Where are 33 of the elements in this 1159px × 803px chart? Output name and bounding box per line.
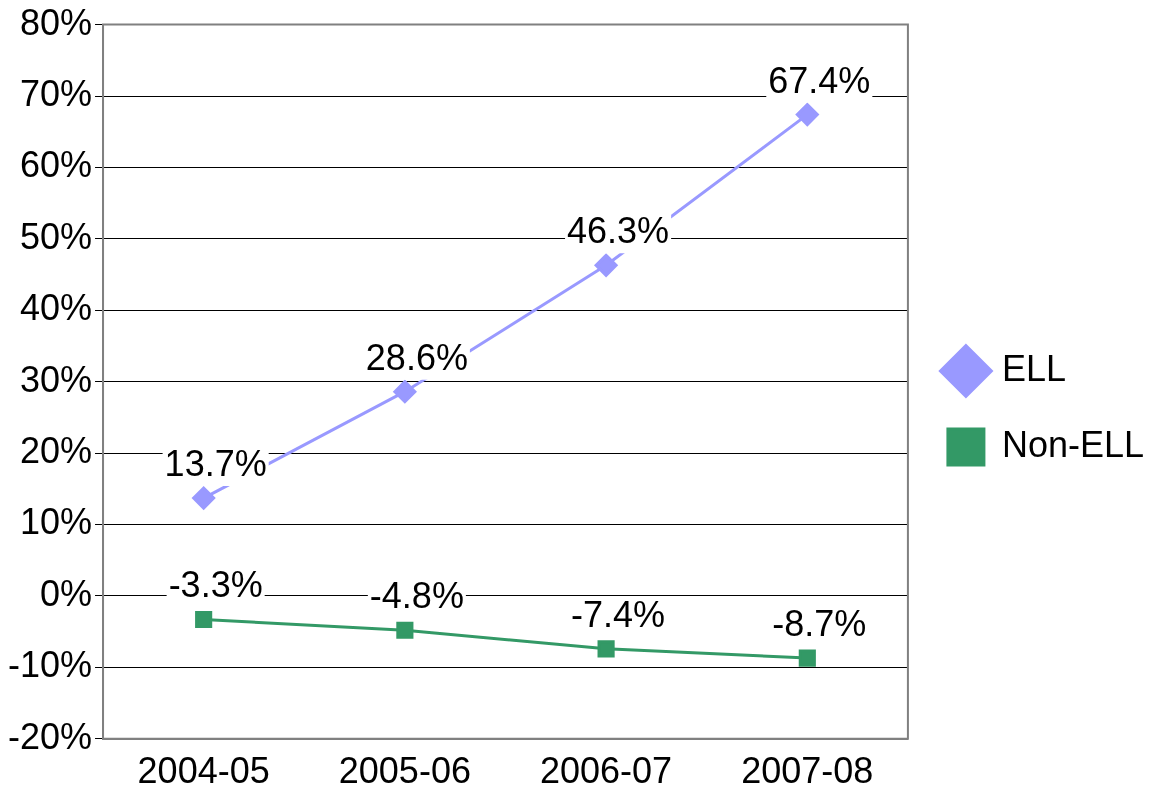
point <box>798 649 816 667</box>
point <box>795 103 819 127</box>
x-tick-label: 2005-06 <box>338 750 471 792</box>
point <box>594 253 618 277</box>
y-tick-label: 70% <box>19 72 93 114</box>
y-tick-label: 0% <box>40 572 93 614</box>
point <box>597 640 615 658</box>
legend-label: Non-ELL <box>1001 423 1145 465</box>
data-label: 28.6% <box>365 336 468 378</box>
y-tick-label: 60% <box>19 144 93 186</box>
x-tick-label: 2004-05 <box>137 750 270 792</box>
y-tick-label: 80% <box>19 1 93 43</box>
y-tick-label: 20% <box>19 430 93 472</box>
point <box>195 610 213 629</box>
data-label: -4.8% <box>369 575 464 617</box>
point <box>393 380 417 404</box>
data-label: 13.7% <box>164 443 267 485</box>
y-tick-label: 50% <box>19 215 93 257</box>
data-label: 46.3% <box>567 210 670 252</box>
legend-label: ELL <box>1001 347 1066 389</box>
data-label: -3.3% <box>168 564 263 606</box>
y-tick-label: -20% <box>7 715 93 757</box>
data-label: -7.4% <box>571 593 666 635</box>
y-tick-label: 30% <box>19 358 93 400</box>
y-tick-label: 10% <box>19 501 93 543</box>
y-tick-label: -10% <box>7 644 93 686</box>
point <box>396 621 414 639</box>
x-tick-label: 2006-07 <box>540 750 673 792</box>
x-tick-label: 2007-08 <box>741 750 874 792</box>
data-label: -8.7% <box>772 603 867 645</box>
point <box>192 486 216 510</box>
data-label: 67.4% <box>768 59 871 101</box>
y-tick-label: 40% <box>19 287 93 329</box>
